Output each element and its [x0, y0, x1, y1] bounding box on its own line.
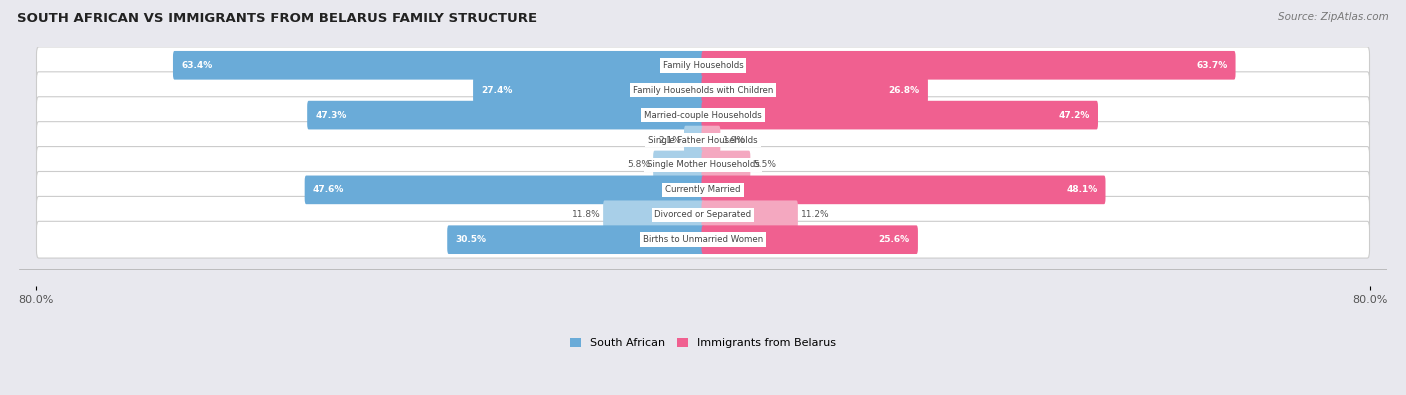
FancyBboxPatch shape	[37, 196, 1369, 233]
Text: 2.1%: 2.1%	[658, 135, 682, 145]
Text: 11.8%: 11.8%	[572, 210, 600, 219]
FancyBboxPatch shape	[447, 226, 704, 254]
FancyBboxPatch shape	[702, 76, 928, 105]
FancyBboxPatch shape	[37, 221, 1369, 258]
Text: 5.8%: 5.8%	[627, 160, 651, 169]
Text: Divorced or Separated: Divorced or Separated	[654, 210, 752, 219]
FancyBboxPatch shape	[683, 126, 704, 154]
FancyBboxPatch shape	[173, 51, 704, 80]
Text: Family Households: Family Households	[662, 61, 744, 70]
FancyBboxPatch shape	[472, 76, 704, 105]
Text: Married-couple Households: Married-couple Households	[644, 111, 762, 120]
FancyBboxPatch shape	[307, 101, 704, 130]
FancyBboxPatch shape	[702, 150, 751, 179]
Text: 1.9%: 1.9%	[723, 135, 747, 145]
Text: 27.4%: 27.4%	[481, 86, 513, 95]
FancyBboxPatch shape	[702, 101, 1098, 130]
Text: 63.4%: 63.4%	[181, 61, 212, 70]
Text: 48.1%: 48.1%	[1066, 185, 1097, 194]
Legend: South African, Immigrants from Belarus: South African, Immigrants from Belarus	[567, 334, 839, 353]
Text: 30.5%: 30.5%	[456, 235, 486, 244]
FancyBboxPatch shape	[702, 226, 918, 254]
Text: 63.7%: 63.7%	[1197, 61, 1227, 70]
FancyBboxPatch shape	[702, 126, 720, 154]
FancyBboxPatch shape	[702, 175, 1105, 204]
FancyBboxPatch shape	[702, 51, 1236, 80]
FancyBboxPatch shape	[37, 97, 1369, 134]
Text: 47.6%: 47.6%	[314, 185, 344, 194]
Text: Currently Married: Currently Married	[665, 185, 741, 194]
Text: 5.5%: 5.5%	[754, 160, 776, 169]
Text: 47.3%: 47.3%	[315, 111, 347, 120]
Text: 25.6%: 25.6%	[879, 235, 910, 244]
Text: 47.2%: 47.2%	[1059, 111, 1090, 120]
FancyBboxPatch shape	[654, 150, 704, 179]
Text: SOUTH AFRICAN VS IMMIGRANTS FROM BELARUS FAMILY STRUCTURE: SOUTH AFRICAN VS IMMIGRANTS FROM BELARUS…	[17, 12, 537, 25]
FancyBboxPatch shape	[305, 175, 704, 204]
FancyBboxPatch shape	[37, 147, 1369, 183]
Text: 11.2%: 11.2%	[800, 210, 830, 219]
Text: Family Households with Children: Family Households with Children	[633, 86, 773, 95]
FancyBboxPatch shape	[37, 171, 1369, 208]
FancyBboxPatch shape	[603, 200, 704, 229]
FancyBboxPatch shape	[37, 122, 1369, 158]
FancyBboxPatch shape	[37, 47, 1369, 84]
Text: Single Mother Households: Single Mother Households	[647, 160, 759, 169]
Text: 26.8%: 26.8%	[889, 86, 920, 95]
Text: Births to Unmarried Women: Births to Unmarried Women	[643, 235, 763, 244]
FancyBboxPatch shape	[702, 200, 797, 229]
Text: Source: ZipAtlas.com: Source: ZipAtlas.com	[1278, 12, 1389, 22]
Text: Single Father Households: Single Father Households	[648, 135, 758, 145]
FancyBboxPatch shape	[37, 72, 1369, 109]
